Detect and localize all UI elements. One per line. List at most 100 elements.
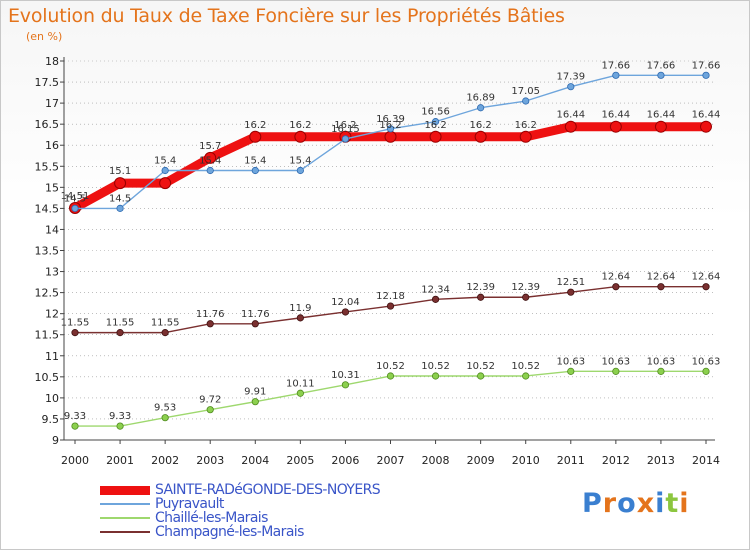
data-point — [657, 283, 665, 291]
x-tick-label: 2003 — [196, 454, 224, 467]
data-point — [522, 372, 530, 380]
data-point — [522, 97, 530, 105]
y-tick-label: 13.5 — [35, 245, 60, 258]
x-tick-label: 2008 — [422, 454, 450, 467]
logo-letter: i — [679, 488, 690, 519]
data-point — [612, 367, 620, 375]
y-tick-label: 18 — [45, 55, 59, 68]
data-point — [567, 367, 575, 375]
data-label: 12.64 — [647, 272, 676, 283]
x-tick-label: 2006 — [331, 454, 359, 467]
legend-swatch — [100, 531, 150, 533]
data-label: 15.1 — [109, 166, 131, 177]
data-point — [431, 118, 440, 126]
y-tick-label: 9 — [52, 434, 59, 447]
chart-legend: SAINTE-RADéGONDE-DES-NOYERS Puyravault Cha… — [100, 482, 381, 540]
series-0 — [69, 120, 712, 214]
data-point — [71, 204, 79, 212]
legend-label: Chaillé-les-Marais — [155, 510, 268, 526]
y-tick-label: 9.5 — [42, 413, 60, 426]
data-point — [251, 166, 259, 175]
data-label: 15.7 — [199, 141, 221, 152]
data-label: 16.89 — [466, 93, 495, 104]
data-label: 11.76 — [241, 309, 270, 320]
data-label: 9.53 — [154, 403, 176, 414]
data-label: 16.2 — [289, 120, 311, 131]
data-label: 9.91 — [244, 387, 266, 398]
x-tick-label: 2010 — [512, 454, 540, 467]
data-label: 10.52 — [421, 361, 450, 372]
x-tick-label: 2001 — [106, 454, 134, 467]
data-label: 12.64 — [692, 272, 721, 283]
line-chart: 9 9.5 10 10.5 11 11.5 12 12.5 13 13.5 14 14.5 15 15.5… — [35, 55, 721, 467]
legend-item: Chaillé-les-Marais — [100, 510, 380, 526]
y-tick-label: 15 — [45, 181, 59, 194]
data-label: 16.56 — [421, 107, 450, 118]
data-point — [249, 130, 262, 143]
y-tick-label: 11.5 — [35, 329, 60, 342]
data-point — [296, 389, 304, 397]
data-point — [386, 125, 395, 133]
data-label: 16.39 — [376, 114, 405, 125]
data-point — [296, 166, 304, 175]
proxiti-logo: Proxiti — [582, 488, 690, 519]
series-1 — [71, 71, 710, 212]
data-point — [116, 329, 124, 337]
data-point — [206, 166, 214, 175]
logo-letter: i — [655, 488, 666, 519]
data-point — [700, 120, 712, 133]
data-label: 12.64 — [602, 272, 631, 283]
data-point — [114, 177, 127, 190]
data-label: 17.05 — [511, 86, 540, 97]
x-tick-label: 2000 — [61, 454, 89, 467]
data-label: 10.63 — [647, 356, 676, 367]
data-point — [612, 71, 620, 79]
data-label: 16.2 — [334, 120, 356, 131]
data-label: 16.2 — [244, 120, 266, 131]
data-point — [474, 130, 487, 143]
data-label: 16.44 — [602, 110, 631, 121]
data-point — [567, 288, 575, 296]
data-label: 16.2 — [515, 120, 537, 131]
logo-letter: x — [636, 488, 656, 519]
data-point — [564, 120, 577, 133]
data-label: 14.5 — [109, 193, 131, 204]
data-label: 17.66 — [602, 60, 631, 71]
data-label: 16.44 — [647, 110, 676, 121]
data-label: 16.2 — [424, 120, 446, 131]
data-label: 12.39 — [466, 282, 495, 293]
y-tick-label: 14 — [45, 223, 59, 236]
data-label: 16.44 — [556, 110, 585, 121]
data-point — [159, 177, 172, 190]
y-tick-label: 17.5 — [35, 76, 60, 89]
y-tick-label: 12.5 — [35, 287, 60, 300]
data-point — [657, 71, 665, 79]
data-point — [341, 135, 350, 143]
data-label: 12.39 — [511, 282, 540, 293]
data-point — [296, 314, 304, 322]
data-point — [567, 83, 575, 91]
data-label: 11.55 — [61, 318, 90, 329]
data-label: 15.4 — [244, 155, 266, 166]
data-point — [702, 283, 710, 291]
data-point — [429, 130, 442, 143]
logo-letter: r — [602, 488, 618, 519]
data-label: 9.33 — [64, 411, 86, 422]
data-point — [251, 398, 259, 406]
x-tick-label: 2007 — [377, 454, 405, 467]
data-point — [609, 120, 622, 133]
data-point — [657, 367, 665, 375]
legend-label: SAINTE-RADéGONDE-DES-NOYERS — [155, 482, 381, 498]
data-point — [161, 414, 169, 422]
logo-letter: o — [617, 488, 637, 519]
data-label: 10.52 — [376, 361, 405, 372]
y-tick-label: 16 — [45, 139, 59, 152]
logo-letter: P — [582, 488, 603, 519]
data-label: 16.2 — [470, 120, 492, 131]
data-label: 10.63 — [602, 356, 631, 367]
data-point — [71, 422, 79, 430]
legend-label: Puyravault — [155, 496, 224, 512]
data-label: 10.63 — [556, 356, 585, 367]
data-point — [251, 320, 259, 328]
